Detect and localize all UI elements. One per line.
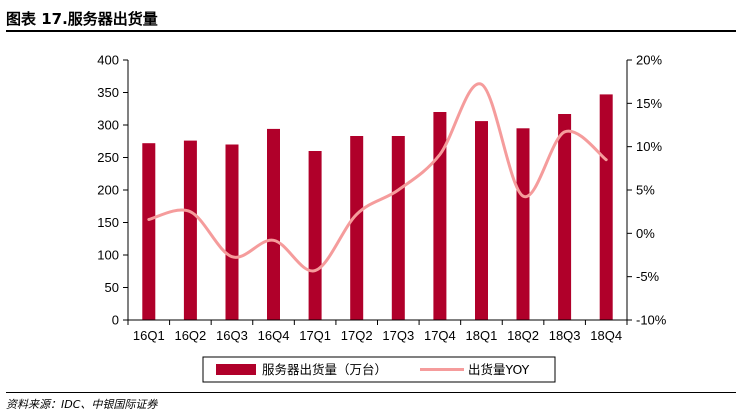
- bars-layer: [142, 94, 612, 320]
- left-tick-label: 300: [97, 118, 119, 133]
- left-tick-label: 400: [97, 53, 119, 68]
- bar-16Q2: [184, 141, 197, 320]
- legend-bar-label: 服务器出货量（万台）: [262, 362, 387, 377]
- left-tick-label: 250: [97, 150, 119, 165]
- right-tick-label: 15%: [636, 96, 662, 111]
- right-tick-label: 5%: [636, 183, 655, 198]
- x-tick-label: 18Q1: [466, 328, 498, 343]
- left-tick-label: 50: [105, 280, 119, 295]
- bar-17Q4: [433, 112, 446, 320]
- line-layer: [149, 84, 607, 271]
- yoy-line: [149, 84, 606, 271]
- left-tick-label: 100: [97, 248, 119, 263]
- x-tick-label: 17Q3: [382, 328, 414, 343]
- left-tick-label: 350: [97, 85, 119, 100]
- legend-bar-swatch: [216, 364, 256, 375]
- x-tick-label: 18Q2: [507, 328, 539, 343]
- left-tick-label: 200: [97, 183, 119, 198]
- legend-line-label: 出货量YOY: [468, 362, 530, 377]
- x-tick-label: 16Q3: [216, 328, 248, 343]
- bar-17Q2: [350, 136, 363, 320]
- x-tick-label: 18Q4: [590, 328, 622, 343]
- right-tick-label: 10%: [636, 139, 662, 154]
- left-tick-label: 150: [97, 215, 119, 230]
- x-tick-label: 17Q4: [424, 328, 456, 343]
- legend: 服务器出货量（万台） 出货量YOY: [203, 357, 555, 382]
- bar-17Q1: [309, 151, 322, 320]
- x-tick-label: 16Q4: [258, 328, 290, 343]
- bar-16Q1: [142, 143, 155, 320]
- right-tick-label: -5%: [636, 269, 660, 284]
- bar-18Q2: [517, 128, 530, 320]
- combo-chart: 0 50 100 150 200 250 300 350 400 -10% -5% 0% 5% 10% 15…: [0, 0, 742, 390]
- bar-17Q3: [392, 136, 405, 320]
- x-tick-label: 18Q3: [549, 328, 581, 343]
- x-tick-label: 17Q1: [299, 328, 331, 343]
- bar-18Q1: [475, 121, 488, 320]
- bar-16Q3: [226, 145, 239, 321]
- bar-18Q3: [558, 114, 571, 320]
- bar-16Q4: [267, 129, 280, 320]
- right-tick-label: 0%: [636, 226, 655, 241]
- bar-18Q4: [600, 94, 613, 320]
- x-tick-label: 17Q2: [341, 328, 373, 343]
- x-tick-label: 16Q1: [133, 328, 165, 343]
- left-tick-label: 0: [112, 313, 119, 328]
- right-tick-label: 20%: [636, 53, 662, 68]
- right-tick-label: -10%: [636, 313, 667, 328]
- x-tick-label: 16Q2: [174, 328, 206, 343]
- source-note: 资料来源：IDC、中银国际证券: [6, 392, 736, 411]
